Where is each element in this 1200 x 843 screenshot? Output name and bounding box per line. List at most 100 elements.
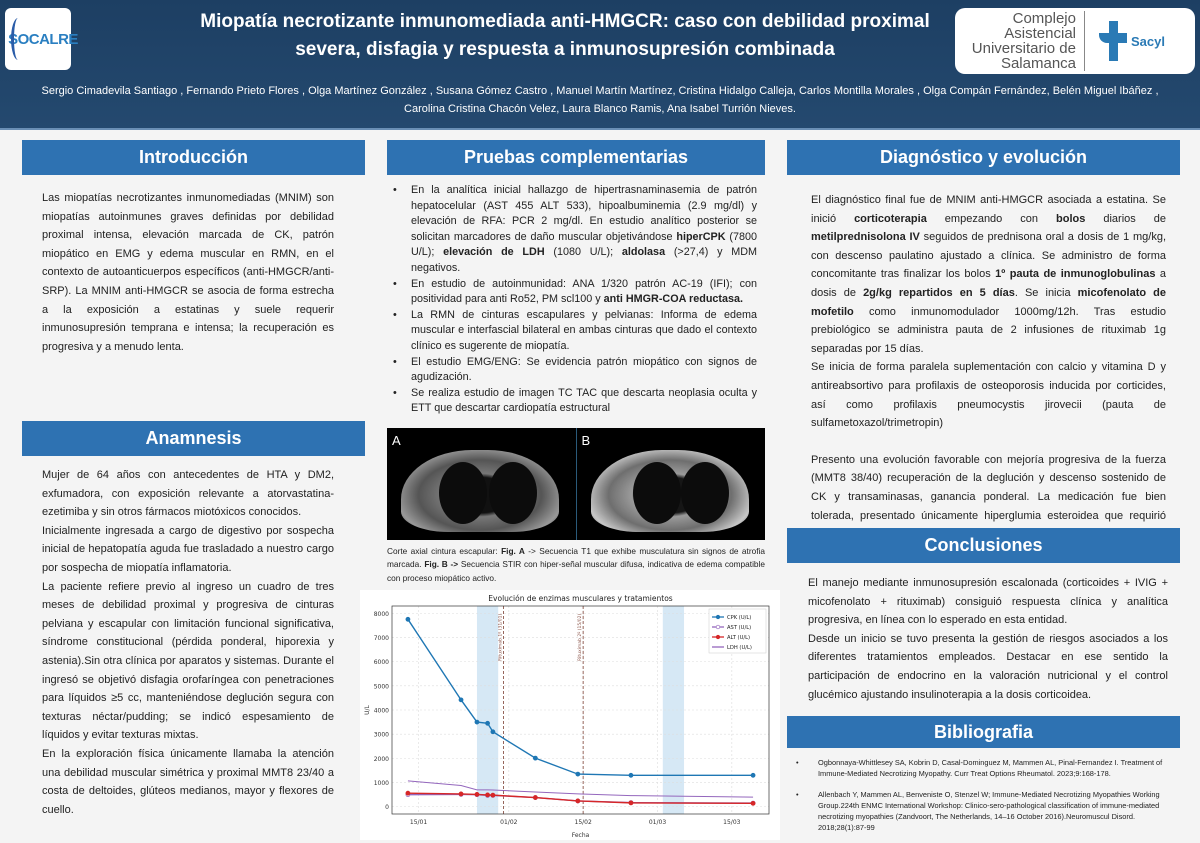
plot-frame	[391, 605, 770, 815]
mri-lung-a-left	[489, 462, 537, 524]
bibliografia-heading: Bibliografia	[787, 716, 1180, 748]
text-segment: Corte axial cintura escapular:	[387, 546, 502, 556]
authors: Sergio Cimadevila Santiago , Fernando Pr…	[20, 82, 1180, 118]
x-tick-label: 01/02	[500, 819, 517, 826]
bold-text: 2g/kg repartidos en 5 días	[863, 286, 1015, 299]
authors-line-1: Sergio Cimadevila Santiago , Fernando Pr…	[41, 85, 1159, 97]
data-point	[458, 697, 464, 703]
data-point	[750, 800, 756, 806]
text-segment: Se realiza estudio de imagen TC TAC que …	[411, 386, 757, 415]
data-point	[458, 791, 464, 797]
data-point	[485, 792, 490, 798]
intro-text: Las miopatías necrotizantes inmunomediad…	[42, 192, 334, 353]
anamnesis-paragraph: En la exploración física únicamente llam…	[42, 747, 334, 816]
bold-text: aldolasa	[621, 246, 666, 259]
anamnesis-paragraph: Inicialmente ingresada a cargo de digest…	[42, 524, 334, 574]
legend-marker	[715, 614, 721, 620]
bold-text: anti HMGR-COA reductasa.	[603, 293, 744, 306]
rituximab-label: Rituximab 1º (31/01)	[498, 614, 504, 661]
y-tick-label: 6000	[374, 659, 389, 666]
anamnesis-paragraph: Mujer de 64 años con antecedentes de HTA…	[42, 469, 334, 519]
hospital-logo: Complejo Asistencial Universitario de Sa…	[955, 8, 1195, 74]
rituximab-label: Rituximab 2º (15/02)	[577, 614, 583, 661]
socalre-logo: SOCALRE	[5, 8, 78, 70]
y-tick-label: 2000	[374, 756, 389, 763]
y-tick-label: 5000	[374, 683, 389, 690]
y-tick-label: 1000	[374, 780, 389, 787]
figure-caption: Corte axial cintura escapular: Fig. A ->…	[387, 545, 765, 585]
x-axis-label: Fecha	[572, 832, 590, 839]
text-segment: En estudio de autoinmunidad: ANA 1/320 p…	[411, 277, 757, 306]
x-tick-label: 15/03	[723, 819, 740, 826]
hospital-logo-text: Complejo Asistencial Universitario de Sa…	[955, 11, 1085, 71]
sacyl-brand: Sacyl	[1131, 33, 1165, 49]
conclusiones-text: El manejo mediante inmunosupresión escal…	[808, 574, 1168, 704]
anamnesis-heading: Anamnesis	[22, 421, 365, 456]
data-point	[405, 616, 411, 622]
reference-item: Ogbonnaya-Whittlesey SA, Kobrin D, Casal…	[790, 757, 1185, 779]
bold-text: elevación de LDH	[443, 246, 545, 259]
x-tick-label: 15/02	[575, 819, 592, 826]
mri-lung-b-right	[632, 462, 681, 524]
figure-label-b: B	[581, 433, 591, 448]
bold-text: bolos	[1056, 212, 1086, 225]
bold-text: micofenolato de mofetilo	[811, 286, 1166, 318]
y-tick-label: 7000	[374, 635, 389, 642]
data-point	[485, 720, 490, 726]
treatment-period-shade	[476, 606, 499, 814]
text-segment: El diagnóstico final fue de MNIM anti-HM…	[811, 194, 1166, 225]
anamnesis-text: Mujer de 64 años con antecedentes de HTA…	[42, 466, 334, 819]
y-tick-label: 4000	[374, 708, 389, 715]
text-segment: diarios de	[1085, 212, 1166, 225]
pruebas-list: En la analítica inicial hallazgo de hipe…	[385, 183, 757, 417]
data-point	[628, 772, 634, 778]
bold-text: corticoterapia	[854, 212, 927, 225]
text-segment: a dosis de	[811, 268, 1166, 299]
y-tick-label: 8000	[374, 611, 389, 618]
y-tick-label: 0	[385, 804, 389, 811]
legend-label: CPK (U/L)	[727, 615, 751, 621]
mri-lung-a-right	[439, 462, 487, 524]
series-line	[407, 780, 754, 798]
figure-label-a: A	[392, 433, 401, 448]
bold-text: Fig. B ->	[424, 559, 459, 570]
mri-figure: A B	[387, 428, 765, 540]
legend-label: ALT (U/L)	[727, 635, 750, 641]
text-segment: Secuencia STIR con hiper-señal muscular …	[387, 559, 765, 583]
logo-left-text: SOCALRE	[8, 30, 78, 48]
data-point	[750, 772, 756, 778]
data-point	[532, 755, 538, 761]
text-segment: (>27,4) y MDM negativos.	[411, 246, 757, 274]
conclusiones-paragraph: Desde un inicio se tuvo presenta la gest…	[808, 632, 1168, 701]
pruebas-item: El estudio EMG/ENG: Se evidencia patrón …	[385, 355, 757, 386]
data-point	[490, 792, 496, 798]
data-point	[474, 719, 480, 725]
reference-item: Allenbach Y, Mammen AL, Benveniste O, St…	[790, 789, 1185, 833]
text-segment: La RMN de cinturas escapulares y pelvian…	[411, 308, 757, 352]
pruebas-item: La RMN de cinturas escapulares y pelvian…	[385, 308, 757, 355]
pruebas-item: Se realiza estudio de imagen TC TAC que …	[385, 386, 757, 417]
text-segment: En la analítica inicial hallazgo de hipe…	[411, 184, 757, 243]
pruebas-heading: Pruebas complementarias	[387, 140, 765, 175]
text-segment: (1080 U/L);	[544, 246, 622, 259]
diagnostico-text: El diagnóstico final fue de MNIM anti-HM…	[811, 191, 1166, 562]
mri-lung-b-left	[680, 462, 729, 524]
legend-label: AST (U/L)	[727, 625, 751, 631]
authors-line-2: Carolina Cristina Chacón Velez, Laura Bl…	[404, 103, 796, 115]
mri-image-a: A	[387, 428, 577, 540]
diagnostico-paragraph: El diagnóstico final fue de MNIM anti-HM…	[811, 191, 1166, 358]
bold-text: hiperCPK	[676, 230, 726, 243]
x-tick-label: 15/01	[410, 819, 427, 826]
diagnostico-heading: Diagnóstico y evolución	[787, 140, 1180, 175]
data-point	[575, 798, 581, 804]
text-segment: Se inicia de forma paralela suplementaci…	[811, 361, 1166, 430]
legend-marker	[715, 624, 721, 630]
data-point	[490, 729, 496, 735]
bold-text: metilprednisolona IV	[811, 231, 920, 244]
references-list: Ogbonnaya-Whittlesey SA, Kobrin D, Casal…	[790, 757, 1185, 843]
poster-title: Miopatía necrotizante inmunomediada anti…	[200, 11, 930, 60]
pruebas-item: En la analítica inicial hallazgo de hipe…	[385, 183, 757, 277]
text-segment: -> Secuencia T1 que exhibe musculatura s…	[387, 546, 765, 570]
data-point	[575, 771, 581, 777]
data-point	[474, 792, 480, 797]
